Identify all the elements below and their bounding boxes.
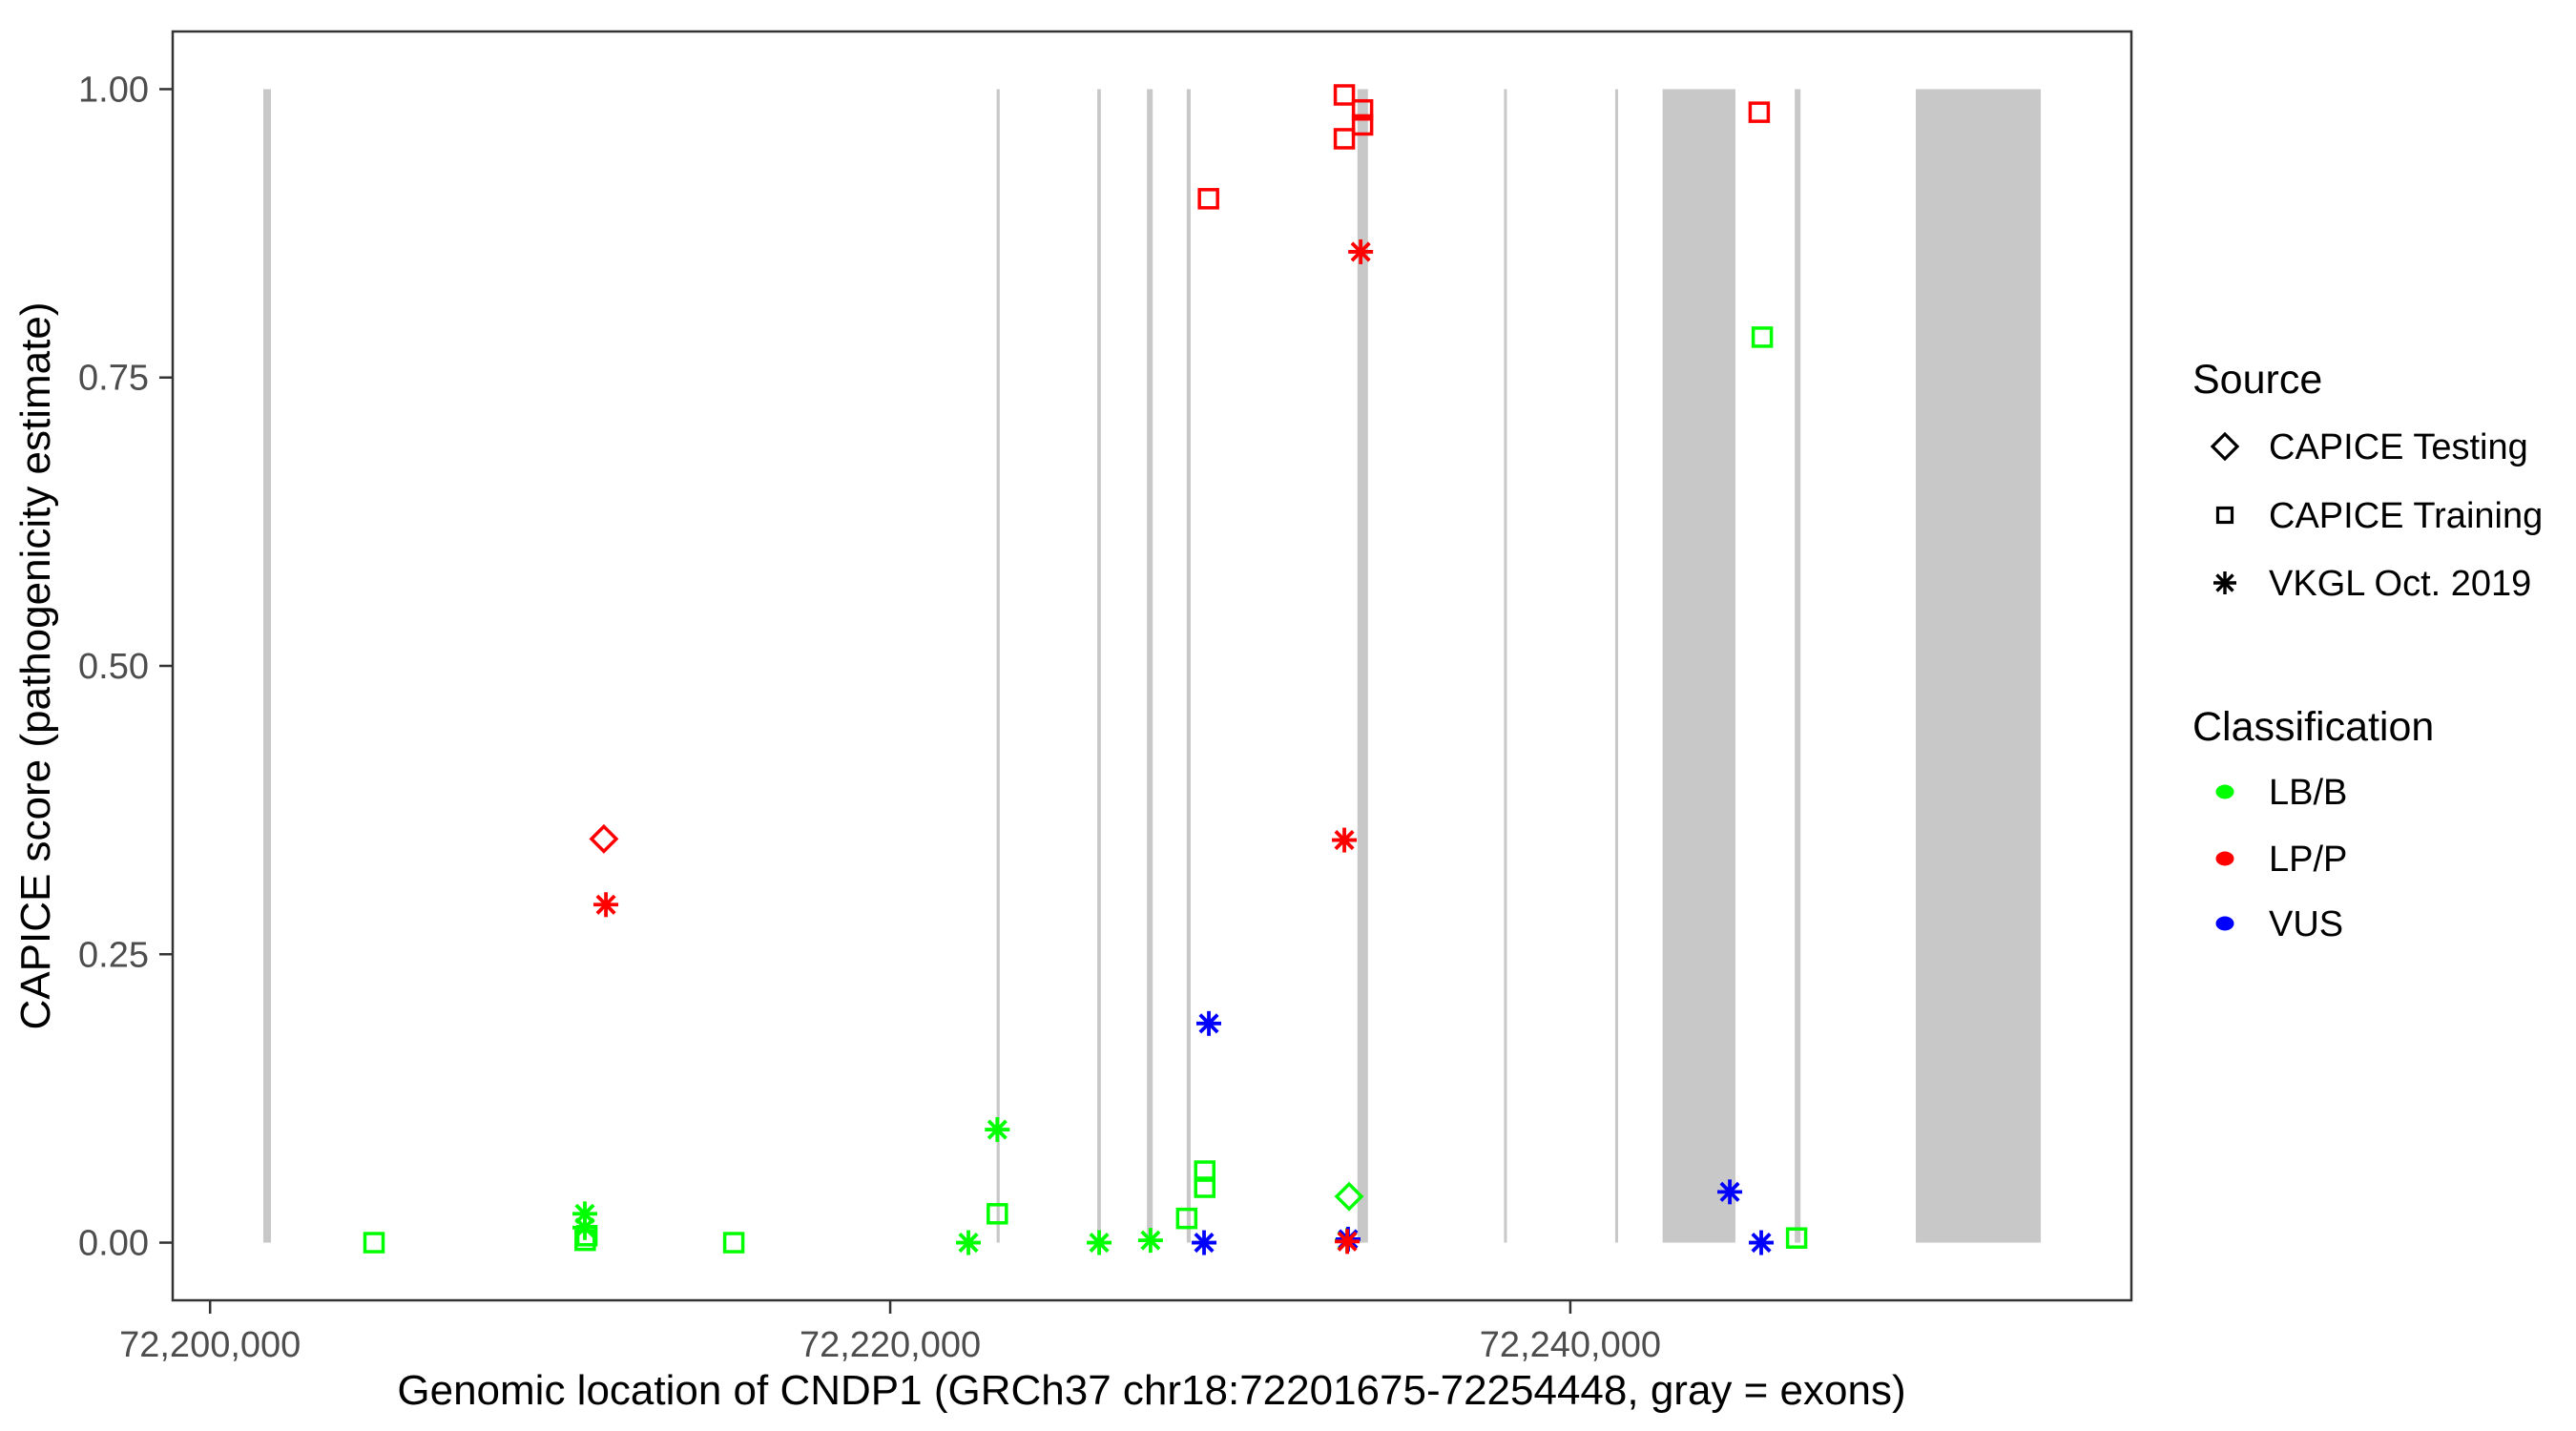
- lbb-dot-icon: [2215, 784, 2234, 799]
- y-tick-label: 0.25: [78, 935, 149, 975]
- legend-source: Source CAPICE Testing CAPICE Training VK…: [2192, 357, 2543, 604]
- data-point: [589, 823, 619, 854]
- asterisk-line: [987, 1119, 1008, 1140]
- data-point: [1333, 128, 1356, 150]
- data-point: [985, 1117, 1010, 1143]
- legend-item-lbb: LB/B: [2269, 773, 2347, 813]
- exon-band: [1186, 89, 1191, 1243]
- diamond-icon: [2210, 431, 2240, 462]
- asterisk-line: [1140, 1230, 1161, 1251]
- data-point: [1197, 188, 1219, 210]
- y-tick-label: 1.00: [78, 70, 149, 110]
- legend-item-capice-testing: CAPICE Testing: [2269, 427, 2528, 467]
- asterisk-icon: [2213, 571, 2236, 594]
- data-point: [1351, 98, 1374, 121]
- data-point: [575, 1225, 598, 1247]
- legend-source-title: Source: [2192, 357, 2322, 403]
- asterisk-line: [958, 1233, 979, 1254]
- data-point: [1351, 114, 1374, 136]
- legend-classification-title: Classification: [2192, 704, 2434, 750]
- exon-band: [1662, 89, 1735, 1243]
- legend-classification: Classification LB/B LP/P VUS: [2192, 704, 2434, 944]
- x-tick-label: 72,220,000: [800, 1325, 981, 1365]
- data-point: [1194, 1176, 1215, 1198]
- lpp-dot-icon: [2215, 851, 2234, 866]
- exon-band: [1357, 89, 1368, 1243]
- data-point: [1087, 1230, 1112, 1255]
- data-point: [574, 1229, 596, 1252]
- exon-band: [1147, 89, 1153, 1243]
- data-point: [363, 1232, 385, 1254]
- data-point: [1194, 1160, 1215, 1182]
- legend-item-lpp: LP/P: [2269, 840, 2347, 880]
- y-tick-label: 0.50: [78, 647, 149, 687]
- asterisk-line: [1337, 1231, 1358, 1252]
- y-tick-label: 0.75: [78, 359, 149, 399]
- data-point: [1348, 238, 1374, 264]
- vus-dot-icon: [2215, 916, 2234, 931]
- exon-band: [1614, 89, 1618, 1243]
- panel-border: [171, 30, 2133, 1302]
- data-point: [1333, 84, 1356, 106]
- data-points-group: [363, 84, 1808, 1255]
- y-tick-label: 0.00: [78, 1224, 149, 1264]
- exon-band: [996, 89, 1000, 1243]
- data-point: [1749, 1230, 1775, 1255]
- data-point: [1785, 1227, 1808, 1249]
- data-point: [1192, 1230, 1217, 1255]
- legend-item-capice-training: CAPICE Training: [2269, 496, 2543, 536]
- x-tick-label: 72,240,000: [1480, 1325, 1661, 1365]
- data-point: [1748, 101, 1771, 123]
- asterisk-line: [1198, 1013, 1219, 1034]
- exon-band: [1916, 89, 2042, 1243]
- data-point: [1137, 1228, 1163, 1254]
- data-point: [1196, 1010, 1222, 1036]
- exon-band: [1795, 89, 1801, 1243]
- asterisk-line: [1194, 1233, 1215, 1254]
- asterisk-line: [1334, 830, 1355, 851]
- data-point: [722, 1232, 745, 1254]
- asterisk-line: [1089, 1233, 1110, 1254]
- exon-band: [1097, 89, 1101, 1243]
- data-point: [593, 892, 619, 918]
- asterisk-line: [1719, 1181, 1740, 1202]
- x-axis-title: Genomic location of CNDP1 (GRCh37 chr18:…: [397, 1367, 1905, 1414]
- x-tick-label: 72,200,000: [119, 1325, 301, 1365]
- data-point: [1335, 1229, 1361, 1255]
- legend-item-vkgl: VKGL Oct. 2019: [2269, 564, 2531, 604]
- data-point: [1751, 326, 1774, 348]
- asterisk-line: [1350, 241, 1371, 262]
- asterisk-line: [595, 894, 616, 915]
- data-point: [956, 1230, 982, 1255]
- exon-bands-group: [262, 89, 2042, 1243]
- asterisk-line: [1751, 1233, 1772, 1254]
- exon-band: [1504, 89, 1507, 1243]
- legend-item-vus: VUS: [2269, 904, 2343, 944]
- y-axis-title: CAPICE score (pathogenicity estimate): [12, 302, 59, 1030]
- exon-band: [262, 89, 272, 1243]
- data-point: [1717, 1179, 1743, 1205]
- data-point: [1334, 1181, 1364, 1212]
- data-point: [1332, 827, 1358, 853]
- data-point: [1175, 1207, 1198, 1230]
- data-point: [987, 1203, 1008, 1225]
- square-icon: [2215, 506, 2234, 525]
- axes-group: 72,200,000 72,220,000 72,240,000 0.00 0.25 0.…: [78, 70, 1661, 1365]
